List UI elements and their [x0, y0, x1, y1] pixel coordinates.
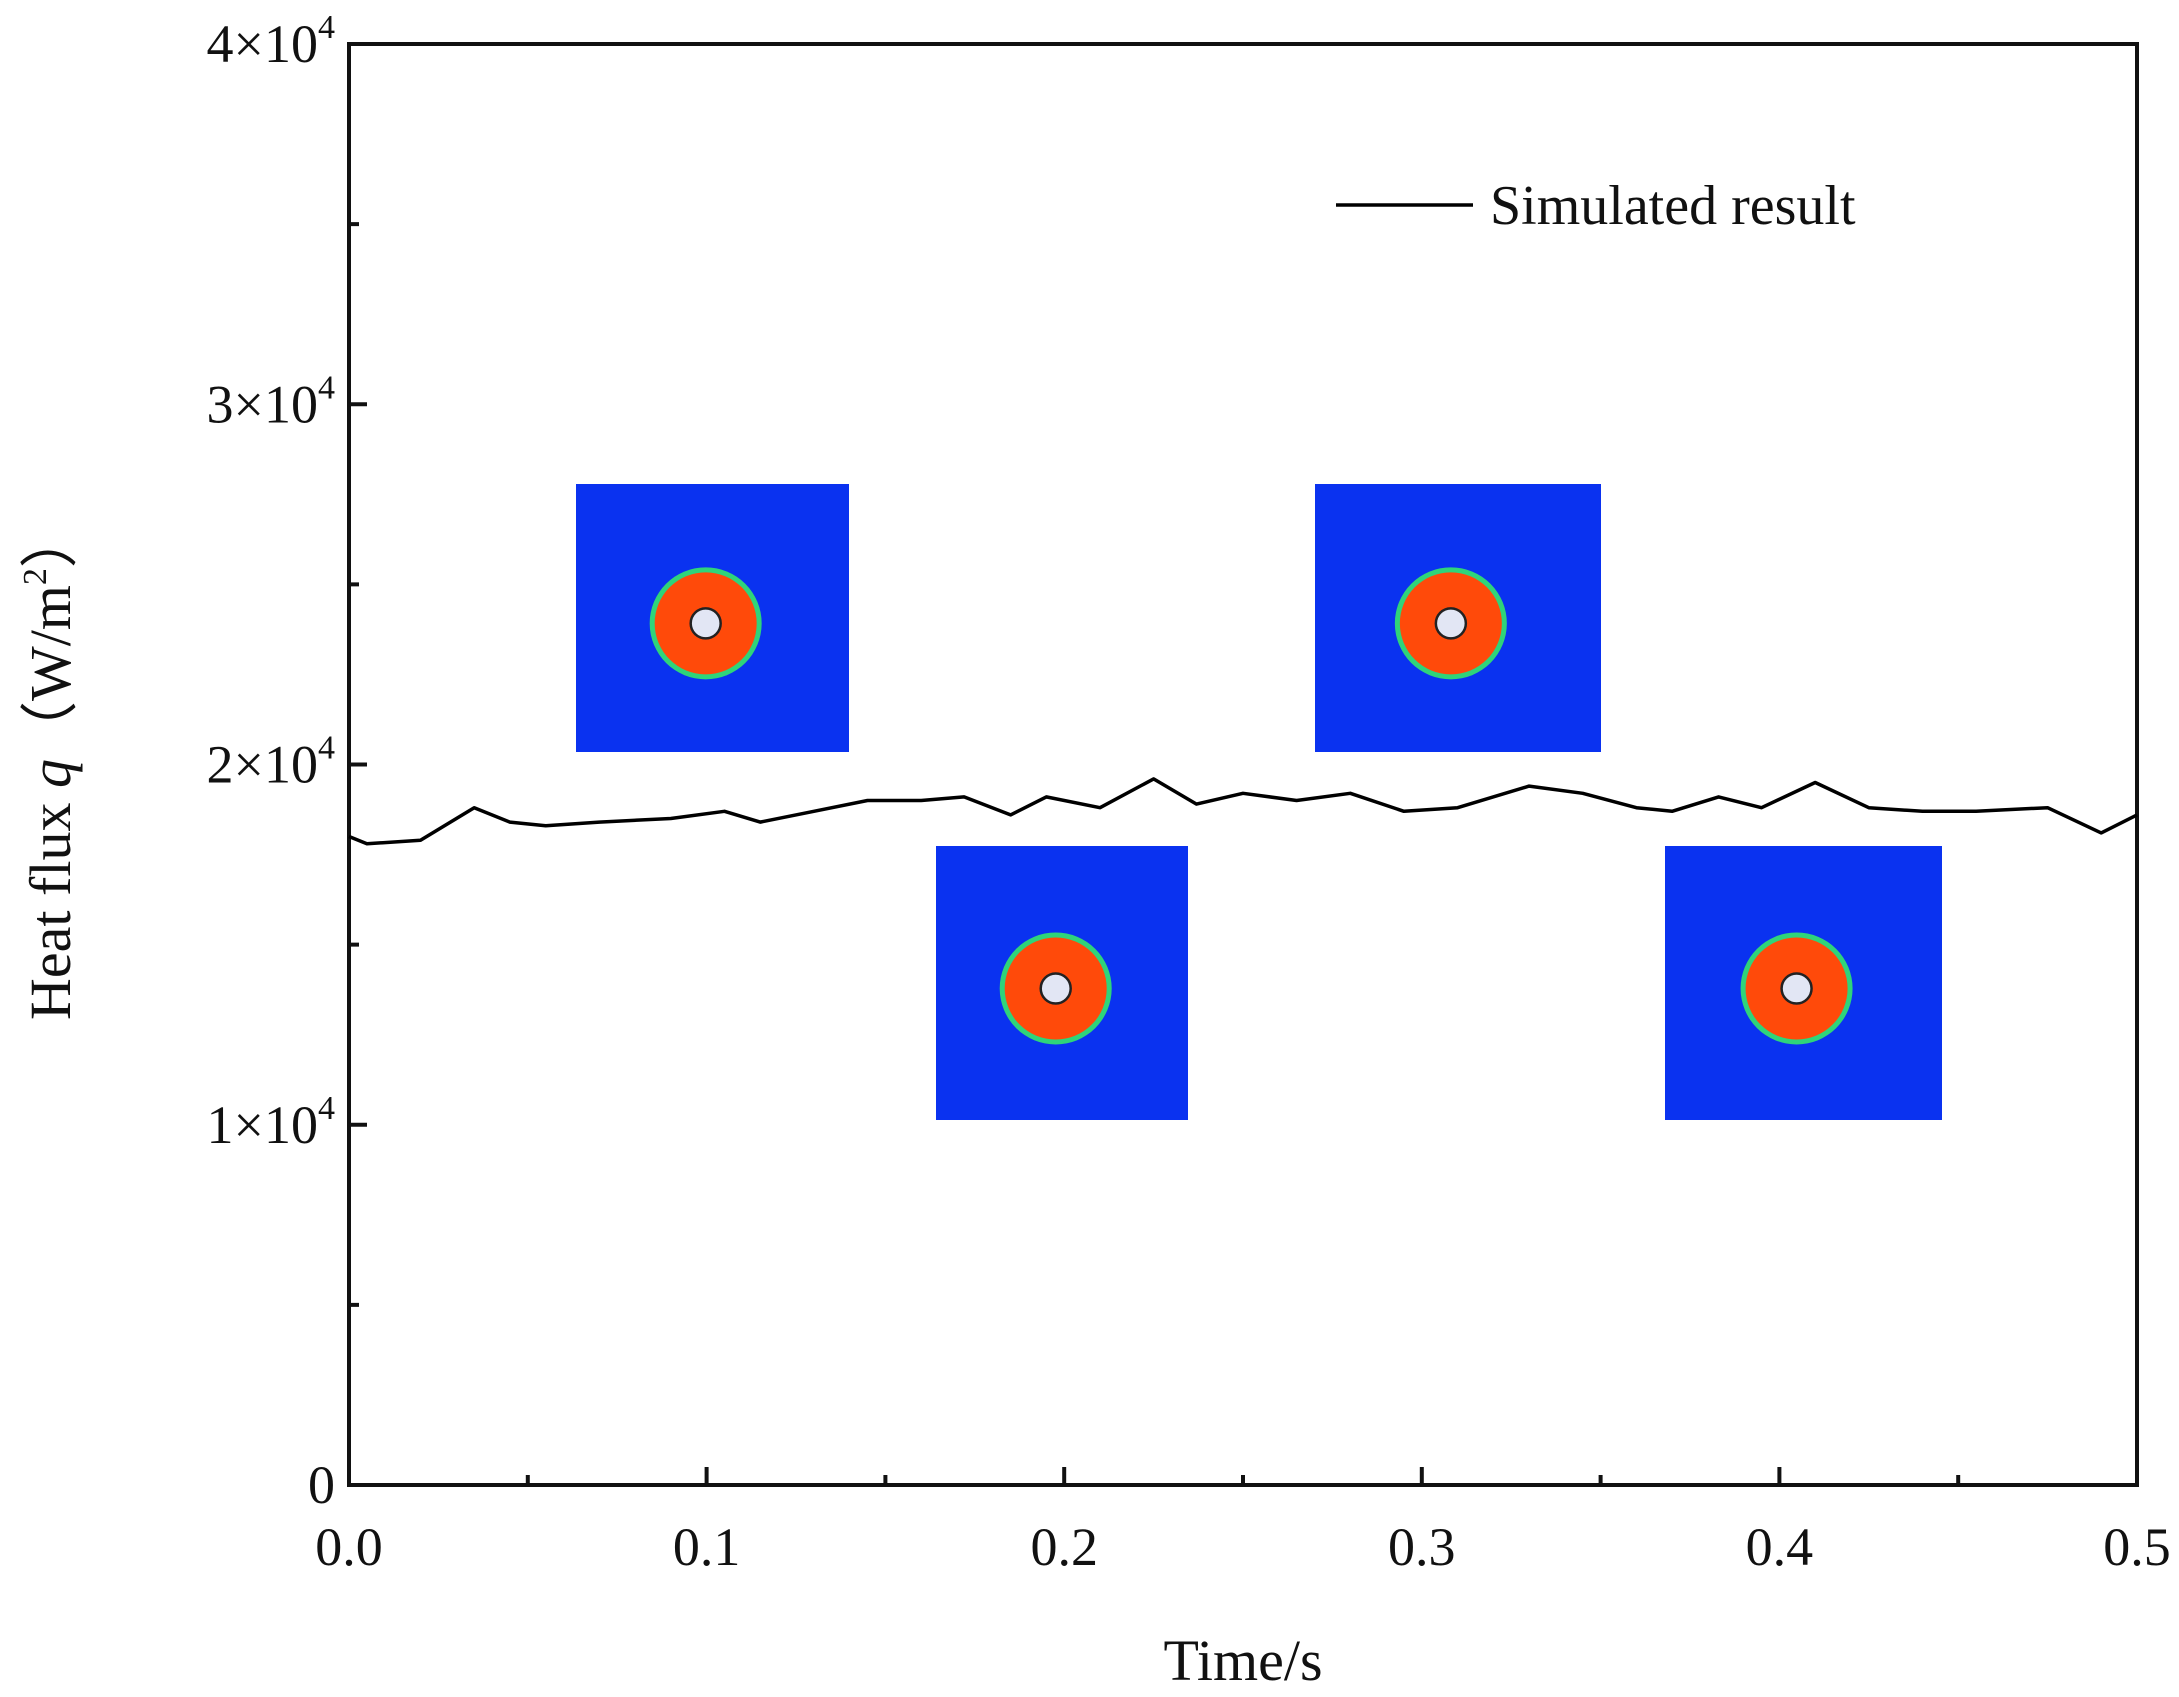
y-tick-label: 3×104: [207, 369, 335, 434]
y-axis-title-unit: （W/m: [18, 585, 83, 759]
legend: Simulated result: [1336, 175, 1856, 237]
droplet-core: [1780, 972, 1813, 1005]
droplet-snapshot-2: [936, 846, 1188, 1120]
plot-frame: [347, 42, 2139, 1487]
x-axis-ticks: 0.0 0.1 0.2 0.3 0.4 0.5: [315, 1467, 2171, 1577]
droplet-snapshot-4: [1665, 846, 1942, 1120]
y-tick-label: 4×104: [207, 9, 335, 74]
y-tick-label: 0: [308, 1455, 335, 1515]
x-tick-label: 0.5: [2103, 1517, 2171, 1577]
y-tick-label: 1×104: [207, 1090, 335, 1155]
x-axis-title: Time/s: [1163, 1628, 1322, 1693]
x-tick-label: 0.0: [315, 1517, 383, 1577]
x-tick-label: 0.1: [673, 1517, 741, 1577]
droplet-core: [689, 607, 722, 640]
y-axis-title-unit-exponent: 2: [17, 568, 54, 585]
y-tick-label: 2×104: [207, 730, 335, 795]
droplet-snapshot-3: [1315, 484, 1601, 752]
droplet-snapshot-1: [576, 484, 849, 752]
y-axis-title-unit-close: ）: [18, 510, 83, 568]
inset-snapshots: [576, 484, 1942, 1120]
x-tick-label: 0.4: [1746, 1517, 1814, 1577]
series-line-simulated-result: [348, 777, 2138, 846]
legend-label: Simulated result: [1490, 175, 1856, 237]
y-axis-title-prefix: Heat flux: [18, 788, 83, 1020]
droplet-core: [1434, 607, 1468, 640]
y-axis-title-symbol: q: [18, 759, 83, 788]
x-tick-label: 0.2: [1030, 1517, 1098, 1577]
droplet-core: [1039, 972, 1072, 1005]
y-axis-title: Heat flux q（W/m2）: [17, 510, 83, 1020]
y-axis-ticks: 0 1×104 2×104 3×104 4×104: [207, 9, 367, 1515]
x-tick-label: 0.3: [1388, 1517, 1456, 1577]
